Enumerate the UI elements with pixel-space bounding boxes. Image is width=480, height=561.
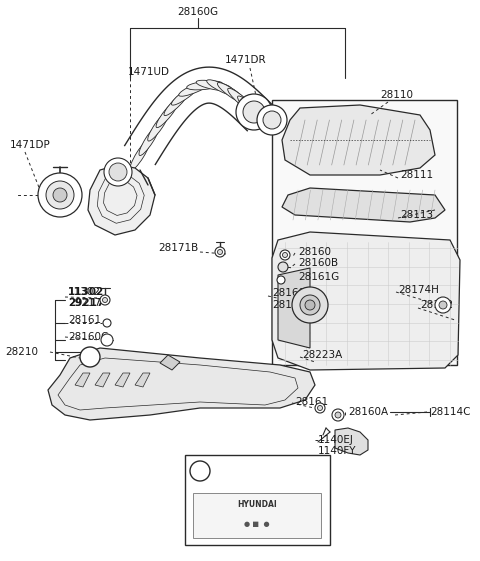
Polygon shape (135, 373, 150, 387)
Polygon shape (95, 373, 110, 387)
Circle shape (305, 300, 315, 310)
Ellipse shape (148, 111, 169, 141)
Circle shape (332, 409, 344, 421)
Circle shape (103, 297, 108, 302)
Text: 28160: 28160 (298, 247, 331, 257)
Text: 28223A: 28223A (302, 350, 342, 360)
Circle shape (277, 276, 285, 284)
Circle shape (335, 412, 341, 418)
Polygon shape (272, 232, 460, 370)
Circle shape (80, 347, 100, 367)
Circle shape (217, 250, 223, 255)
Bar (193, 493, 321, 538)
Text: 28160C: 28160C (272, 288, 312, 298)
Circle shape (53, 188, 67, 202)
Polygon shape (278, 268, 310, 348)
Text: 29217: 29217 (68, 298, 101, 308)
Circle shape (263, 111, 281, 129)
Text: 11302: 11302 (68, 287, 101, 297)
Text: 1140EJ: 1140EJ (318, 435, 354, 445)
Text: 28161: 28161 (68, 315, 101, 325)
Text: 28112: 28112 (420, 300, 453, 310)
Circle shape (292, 287, 328, 323)
Text: 28113: 28113 (400, 210, 433, 220)
Circle shape (236, 94, 272, 130)
Circle shape (104, 158, 132, 186)
Polygon shape (282, 105, 435, 175)
Circle shape (280, 250, 290, 260)
Circle shape (300, 295, 320, 315)
Circle shape (46, 181, 74, 209)
Ellipse shape (171, 83, 201, 105)
Circle shape (100, 295, 110, 305)
Bar (272, 100, 457, 365)
Circle shape (435, 297, 451, 313)
Circle shape (215, 247, 225, 257)
Ellipse shape (238, 96, 264, 122)
Text: a: a (87, 352, 93, 362)
Text: 11302: 11302 (68, 287, 104, 297)
Text: 28160G: 28160G (178, 7, 218, 17)
Polygon shape (48, 348, 315, 420)
Polygon shape (160, 355, 180, 370)
Text: 1471UD: 1471UD (128, 67, 170, 77)
Text: 28160C: 28160C (68, 332, 108, 342)
Circle shape (38, 173, 82, 217)
Circle shape (317, 406, 323, 411)
Circle shape (103, 319, 111, 327)
Text: 28110: 28110 (380, 90, 413, 100)
Text: 28161G: 28161G (298, 272, 339, 282)
Ellipse shape (217, 82, 247, 104)
Circle shape (283, 252, 288, 257)
Polygon shape (88, 165, 155, 235)
Circle shape (278, 262, 288, 272)
Polygon shape (75, 373, 90, 387)
Circle shape (439, 301, 447, 309)
Text: 1140FY: 1140FY (318, 446, 357, 456)
Text: 28199: 28199 (218, 462, 251, 472)
Ellipse shape (179, 80, 212, 96)
Ellipse shape (139, 125, 159, 155)
Text: 28160A: 28160A (348, 407, 388, 417)
Circle shape (190, 461, 210, 481)
Circle shape (243, 101, 265, 123)
Ellipse shape (196, 80, 231, 91)
Ellipse shape (228, 88, 255, 113)
Text: ● ■  ●: ● ■ ● (244, 521, 270, 527)
Text: 28161: 28161 (295, 397, 328, 407)
Circle shape (257, 105, 287, 135)
Text: 28174H: 28174H (398, 285, 439, 295)
Circle shape (315, 403, 325, 413)
Text: 28160B: 28160B (298, 258, 338, 268)
Ellipse shape (130, 140, 150, 171)
Circle shape (109, 163, 127, 181)
Text: a: a (198, 462, 204, 472)
Circle shape (101, 334, 113, 346)
Polygon shape (115, 373, 130, 387)
Text: 29217: 29217 (68, 298, 104, 308)
Ellipse shape (156, 99, 180, 127)
Bar (185, 455, 330, 545)
Text: HYUNDAI: HYUNDAI (237, 499, 277, 508)
Ellipse shape (242, 114, 278, 122)
Polygon shape (282, 188, 445, 222)
Text: 28171B: 28171B (158, 243, 198, 253)
Polygon shape (335, 428, 368, 455)
Text: 1471DP: 1471DP (10, 140, 51, 150)
Text: 28114C: 28114C (430, 407, 470, 417)
Ellipse shape (207, 80, 240, 96)
Ellipse shape (187, 81, 223, 90)
Ellipse shape (164, 89, 190, 116)
Text: 28111: 28111 (400, 170, 433, 180)
Text: 28210: 28210 (5, 347, 38, 357)
Text: 1471DR: 1471DR (225, 55, 266, 65)
Text: a: a (197, 466, 203, 476)
Text: 28117F: 28117F (272, 300, 311, 310)
